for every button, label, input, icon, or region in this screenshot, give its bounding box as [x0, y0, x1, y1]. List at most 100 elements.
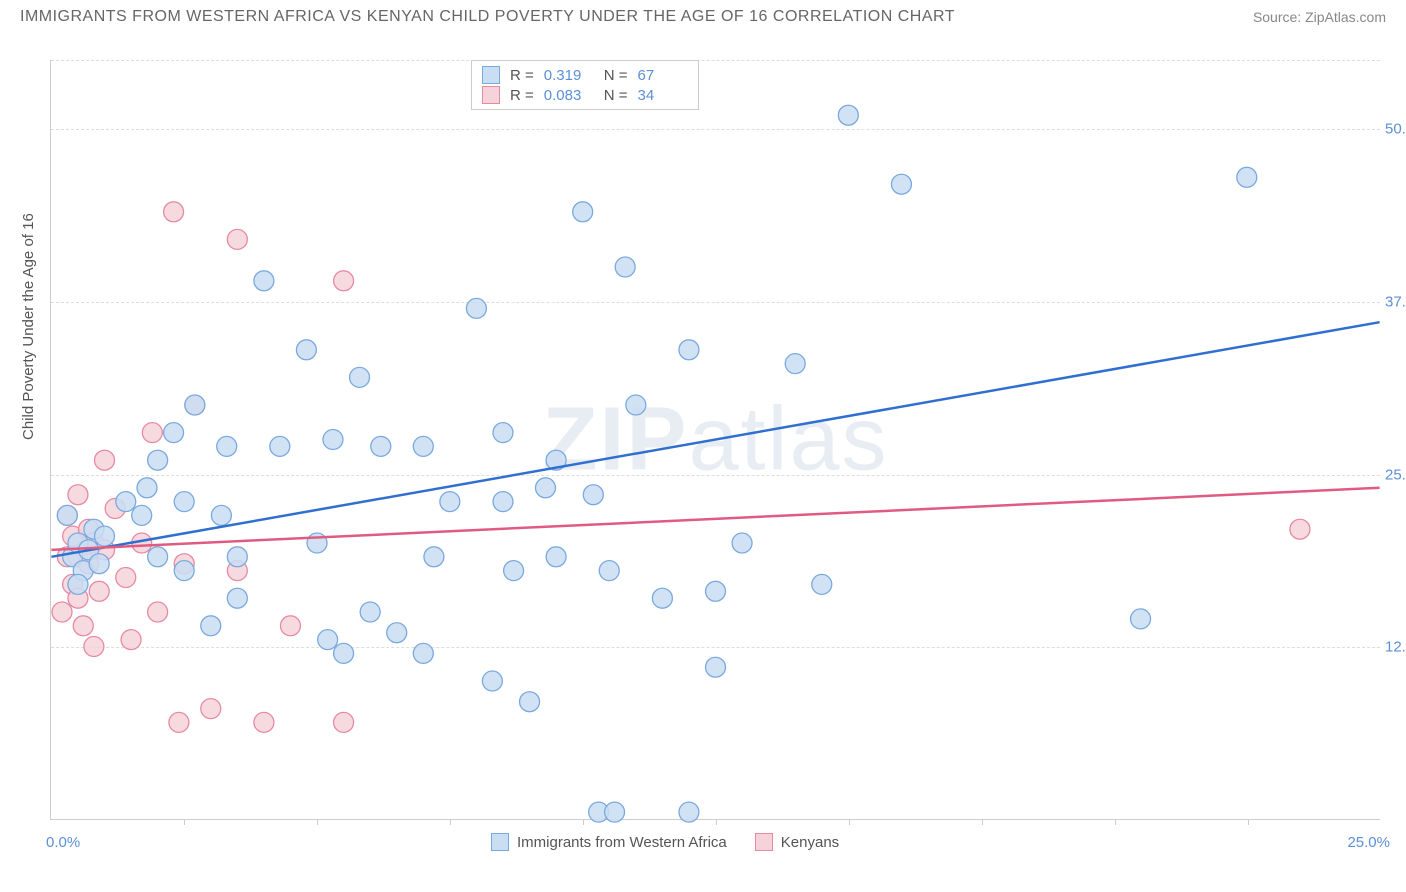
- scatter-point: [227, 588, 247, 608]
- x-tick: [583, 819, 584, 825]
- n-label: N =: [604, 87, 628, 104]
- trend-line: [51, 488, 1379, 550]
- swatch-series2: [755, 833, 773, 851]
- n-value-series1: 67: [638, 67, 688, 84]
- x-tick: [849, 819, 850, 825]
- x-tick: [317, 819, 318, 825]
- x-tick: [716, 819, 717, 825]
- scatter-point: [254, 271, 274, 291]
- scatter-point: [174, 561, 194, 581]
- x-tick: [1248, 819, 1249, 825]
- scatter-point: [52, 602, 72, 622]
- scatter-point: [546, 547, 566, 567]
- scatter-point: [57, 505, 77, 525]
- scatter-point: [1131, 609, 1151, 629]
- scatter-point: [706, 581, 726, 601]
- scatter-point: [270, 436, 290, 456]
- scatter-point: [132, 505, 152, 525]
- scatter-point: [217, 436, 237, 456]
- x-tick-start: 0.0%: [46, 834, 80, 851]
- scatter-point: [174, 492, 194, 512]
- swatch-series1: [491, 833, 509, 851]
- scatter-point: [1290, 519, 1310, 539]
- chart-title: IMMIGRANTS FROM WESTERN AFRICA VS KENYAN…: [20, 8, 955, 26]
- scatter-point: [95, 526, 115, 546]
- scatter-point: [89, 554, 109, 574]
- scatter-point: [599, 561, 619, 581]
- scatter-point: [148, 602, 168, 622]
- scatter-point: [227, 547, 247, 567]
- scatter-point: [318, 630, 338, 650]
- scatter-point: [812, 574, 832, 594]
- scatter-point: [201, 699, 221, 719]
- scatter-point: [185, 395, 205, 415]
- scatter-point: [493, 423, 513, 443]
- scatter-point: [148, 547, 168, 567]
- scatter-point: [413, 643, 433, 663]
- scatter-point: [626, 395, 646, 415]
- scatter-point: [350, 367, 370, 387]
- scatter-point: [679, 340, 699, 360]
- scatter-point: [95, 450, 115, 470]
- r-label: R =: [510, 67, 534, 84]
- scatter-point: [142, 423, 162, 443]
- scatter-point: [116, 492, 136, 512]
- scatter-svg: [51, 60, 1380, 819]
- correlation-legend: R = 0.319 N = 67 R = 0.083 N = 34: [471, 60, 699, 110]
- r-label: R =: [510, 87, 534, 104]
- y-tick-label: 25.0%: [1385, 466, 1406, 483]
- legend-label-series1: Immigrants from Western Africa: [517, 834, 727, 851]
- n-value-series2: 34: [638, 87, 688, 104]
- scatter-point: [68, 485, 88, 505]
- scatter-point: [334, 712, 354, 732]
- scatter-point: [785, 354, 805, 374]
- scatter-point: [371, 436, 391, 456]
- chart-plot-area: ZIPatlas 12.5%25.0%37.5%50.0% R = 0.319 …: [50, 60, 1380, 820]
- scatter-point: [1237, 167, 1257, 187]
- legend-row-series1: R = 0.319 N = 67: [482, 65, 688, 85]
- source-label: Source: ZipAtlas.com: [1253, 9, 1386, 25]
- scatter-point: [360, 602, 380, 622]
- legend-label-series2: Kenyans: [781, 834, 839, 851]
- scatter-point: [482, 671, 502, 691]
- y-tick-label: 37.5%: [1385, 293, 1406, 310]
- scatter-point: [334, 271, 354, 291]
- scatter-point: [211, 505, 231, 525]
- y-tick-label: 50.0%: [1385, 121, 1406, 138]
- scatter-point: [73, 616, 93, 636]
- scatter-point: [137, 478, 157, 498]
- y-tick-label: 12.5%: [1385, 639, 1406, 656]
- x-tick: [982, 819, 983, 825]
- r-value-series1: 0.319: [544, 67, 594, 84]
- y-axis-label: Child Poverty Under the Age of 16: [20, 213, 37, 440]
- scatter-point: [732, 533, 752, 553]
- scatter-point: [838, 105, 858, 125]
- scatter-point: [424, 547, 444, 567]
- scatter-point: [227, 229, 247, 249]
- scatter-point: [891, 174, 911, 194]
- scatter-point: [413, 436, 433, 456]
- scatter-point: [323, 430, 343, 450]
- swatch-series2: [482, 86, 500, 104]
- scatter-point: [615, 257, 635, 277]
- scatter-point: [164, 423, 184, 443]
- scatter-point: [254, 712, 274, 732]
- scatter-point: [493, 492, 513, 512]
- legend-item-series2: Kenyans: [755, 833, 839, 851]
- scatter-point: [84, 637, 104, 657]
- scatter-point: [169, 712, 189, 732]
- scatter-point: [706, 657, 726, 677]
- scatter-point: [280, 616, 300, 636]
- scatter-point: [68, 574, 88, 594]
- trend-line: [51, 322, 1379, 557]
- legend-row-series2: R = 0.083 N = 34: [482, 85, 688, 105]
- scatter-point: [466, 298, 486, 318]
- x-tick: [450, 819, 451, 825]
- scatter-point: [504, 561, 524, 581]
- scatter-point: [535, 478, 555, 498]
- scatter-point: [89, 581, 109, 601]
- x-tick: [184, 819, 185, 825]
- scatter-point: [121, 630, 141, 650]
- r-value-series2: 0.083: [544, 87, 594, 104]
- scatter-point: [148, 450, 168, 470]
